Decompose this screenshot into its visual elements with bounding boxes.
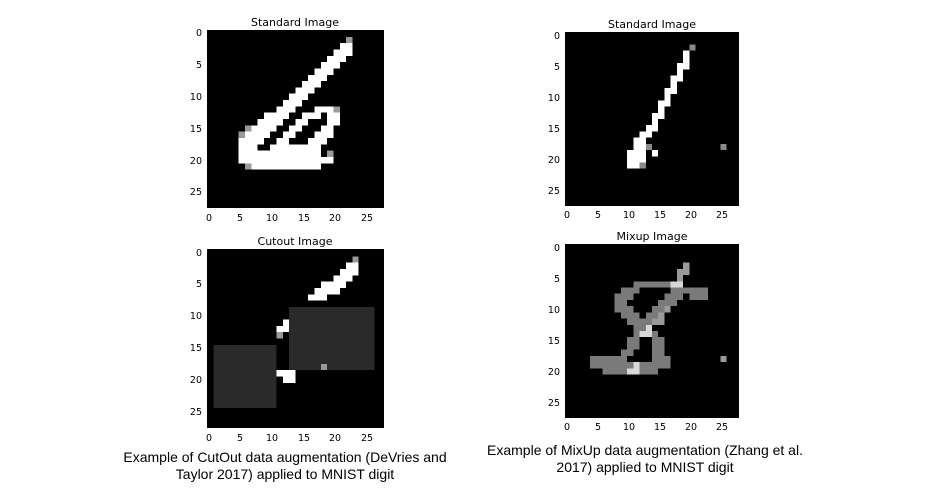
- y-tick-label: 20: [547, 367, 560, 378]
- x-tick-label: 10: [622, 422, 636, 433]
- y-tick-label: 25: [189, 407, 202, 418]
- left-caption-line2: Taylor 2017) applied to MNIST digit: [175, 466, 395, 482]
- y-tick-label: 25: [189, 187, 202, 198]
- right-caption-line2: 2017) applied to MNIST digit: [556, 459, 734, 475]
- left-caption: Example of CutOut data augmentation (DeV…: [100, 449, 470, 483]
- x-tick-label: 5: [594, 422, 602, 433]
- right-caption: Example of MixUp data augmentation (Zhan…: [465, 442, 825, 476]
- x-tick-label: 15: [297, 433, 311, 444]
- left-caption-line1: Example of CutOut data augmentation (DeV…: [123, 449, 447, 465]
- x-tick-label: 15: [653, 210, 667, 221]
- y-tick-label: 15: [547, 336, 560, 347]
- y-tick-label: 10: [189, 311, 202, 322]
- y-tick-label: 20: [189, 375, 202, 386]
- x-tick-label: 20: [684, 422, 698, 433]
- x-tick-label: 20: [328, 213, 342, 224]
- right-caption-line1: Example of MixUp data augmentation (Zhan…: [487, 442, 803, 458]
- x-tick-label: 20: [684, 210, 698, 221]
- y-tick-label: 25: [547, 186, 560, 197]
- x-tick-label: 25: [715, 210, 729, 221]
- y-tick-label: 15: [189, 124, 202, 135]
- right-mixup-image: [589, 262, 727, 375]
- x-tick-label: 25: [715, 422, 729, 433]
- y-tick-label: 0: [195, 28, 202, 39]
- y-tick-label: 20: [189, 156, 202, 167]
- y-tick-label: 5: [553, 274, 560, 285]
- x-tick-label: 10: [265, 433, 279, 444]
- x-tick-label: 10: [265, 213, 279, 224]
- x-tick-label: 0: [205, 213, 213, 224]
- left-standard-image: [238, 36, 353, 170]
- right-standard-image: [627, 44, 727, 169]
- y-tick-label: 15: [189, 343, 202, 354]
- x-tick-label: 15: [653, 422, 667, 433]
- y-tick-label: 25: [547, 398, 560, 409]
- left-cutout-image: [213, 256, 375, 409]
- y-tick-label: 10: [547, 305, 560, 316]
- x-tick-label: 10: [622, 210, 636, 221]
- x-tick-label: 5: [236, 213, 244, 224]
- left-cutout-title: Cutout Image: [257, 235, 333, 248]
- y-tick-label: 15: [547, 124, 560, 135]
- x-tick-label: 25: [360, 213, 374, 224]
- y-tick-label: 10: [189, 92, 202, 103]
- y-tick-label: 0: [553, 31, 560, 42]
- left-standard-title: Standard Image: [251, 16, 339, 29]
- y-tick-label: 20: [547, 155, 560, 166]
- x-tick-label: 15: [297, 213, 311, 224]
- x-tick-label: 0: [563, 422, 571, 433]
- x-tick-label: 20: [328, 433, 342, 444]
- right-standard-title: Standard Image: [608, 18, 696, 31]
- x-tick-label: 0: [205, 433, 213, 444]
- y-tick-label: 0: [553, 243, 560, 254]
- x-tick-label: 5: [594, 210, 602, 221]
- y-tick-label: 0: [195, 248, 202, 259]
- x-tick-label: 5: [236, 433, 244, 444]
- y-tick-label: 5: [195, 60, 202, 71]
- right-mixup-title: Mixup Image: [616, 230, 688, 243]
- y-tick-label: 5: [195, 279, 202, 290]
- x-tick-label: 25: [360, 433, 374, 444]
- x-tick-label: 0: [563, 210, 571, 221]
- y-tick-label: 5: [553, 62, 560, 73]
- y-tick-label: 10: [547, 93, 560, 104]
